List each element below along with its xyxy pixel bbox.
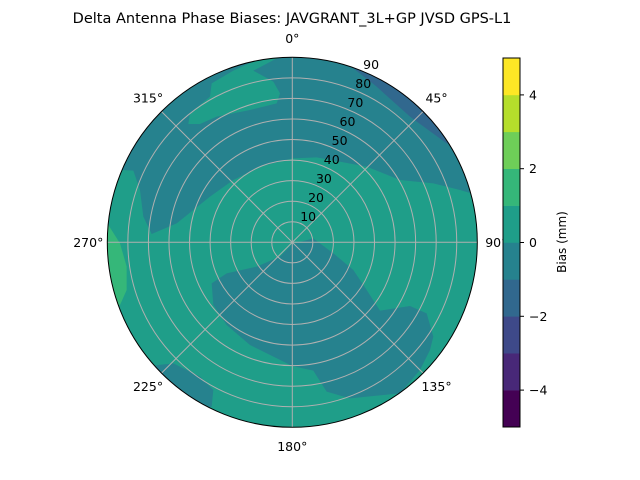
colorbar-segment <box>503 168 520 206</box>
radial-tick-label: 50 <box>332 133 348 148</box>
colorbar-label: Bias (mm) <box>555 211 569 273</box>
angular-grid-line <box>161 241 293 374</box>
colorbar-segment <box>503 316 520 354</box>
colorbar-tick-label: 0 <box>529 235 537 250</box>
angular-tick-label: 270° <box>73 235 103 250</box>
radial-tick-labels: 10 20 30 40 50 60 70 80 90 <box>300 57 379 224</box>
colorbar-segment <box>503 205 520 243</box>
angular-grid-line <box>291 111 424 243</box>
colorbar-tick-label: 2 <box>529 161 537 176</box>
colorbar-tick-label: 4 <box>529 87 537 102</box>
angular-tick-label: 45° <box>425 91 447 106</box>
chart-title: Delta Antenna Phase Biases: JAVGRANT_3L+… <box>73 11 512 27</box>
angular-tick-label: 315° <box>133 91 163 106</box>
radial-tick-label: 60 <box>340 114 356 129</box>
angular-tick-label: 0° <box>285 31 299 46</box>
colorbar-segment <box>503 58 520 96</box>
radial-tick-label: 80 <box>355 76 371 91</box>
polar-grid <box>107 57 478 428</box>
angular-tick-label: 135° <box>421 379 451 394</box>
angular-tick-labels: 0° 45° 90° 135° 180° 225° 270° 315° <box>73 31 507 454</box>
radial-tick-label: 40 <box>324 152 340 167</box>
colorbar-segment <box>503 353 520 391</box>
radial-tick-label: 30 <box>316 171 332 186</box>
colorbar: −4 −2 0 2 4 <box>502 57 547 428</box>
colorbar-segment <box>503 94 520 133</box>
angular-grid-line <box>291 241 424 374</box>
colorbar-tick-label: −2 <box>529 309 547 324</box>
colorbar-segment <box>503 390 520 428</box>
angular-tick-label: 225° <box>133 379 163 394</box>
angular-tick-label: 90° <box>485 235 507 250</box>
angular-grid-line <box>161 111 293 243</box>
polar-frame <box>106 56 478 428</box>
angular-tick-label: 180° <box>277 439 307 454</box>
colorbar-segment <box>503 242 520 280</box>
radial-tick-label: 70 <box>347 95 363 110</box>
colorbar-segment <box>503 279 520 317</box>
radial-tick-label: 10 <box>300 209 316 224</box>
radial-tick-label: 20 <box>308 190 324 205</box>
radial-tick-label: 90 <box>363 57 379 72</box>
colorbar-tick-label: −4 <box>529 383 547 398</box>
colorbar-segment <box>503 131 520 169</box>
